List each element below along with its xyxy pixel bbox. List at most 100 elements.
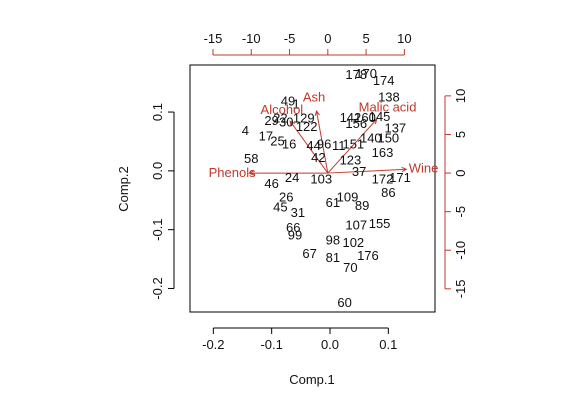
variable-label: Alcohol: [261, 102, 304, 117]
left-axis: -0.2 -0.1 0.0 0.1: [150, 103, 175, 300]
observation-label: 30: [279, 115, 293, 130]
top-tick-label: 10: [397, 31, 411, 46]
bottom-tick-label: 0.0: [321, 337, 339, 352]
observation-label: 25: [270, 133, 284, 148]
top-axis-ticks: -15 -10 -5 0 5 10: [204, 31, 412, 56]
observation-label: 140: [360, 131, 382, 146]
observation-label: 37: [352, 164, 366, 179]
x-axis-title: Comp.1: [289, 372, 335, 387]
observation-label: 89: [355, 198, 369, 213]
bottom-tick-label: 0.1: [379, 337, 397, 352]
bottom-axis-ticks: -0.2 -0.1 0.0 0.1: [202, 327, 397, 352]
variable-arrowhead: [371, 118, 378, 125]
observation-label: 98: [326, 232, 340, 247]
observation-label: 49: [281, 93, 295, 108]
right-tick-label: 10: [453, 89, 468, 103]
observation-label: 16: [282, 136, 296, 151]
observation-label: 11: [332, 138, 346, 153]
variable-arrowhead: [248, 170, 255, 176]
right-tick-label: 5: [453, 131, 468, 138]
variable-arrowhead: [314, 109, 320, 116]
left-axis-ticks: -0.2 -0.1 0.0 0.1: [150, 103, 175, 300]
left-tick-label: 0.1: [150, 103, 165, 121]
observation-label: 172: [372, 172, 394, 187]
variable-arrowhead: [401, 166, 408, 173]
top-tick-label: -10: [242, 31, 261, 46]
observation-label: 137: [384, 121, 406, 136]
observation-label: 178: [345, 67, 367, 82]
observation-label: 150: [377, 131, 399, 146]
observation-label: 99: [288, 228, 302, 243]
plot-frame: [189, 64, 436, 313]
observation-label: 86: [381, 185, 395, 200]
right-tick-label: -10: [453, 241, 468, 260]
variable-label: Wine: [409, 160, 439, 175]
top-tick-label: -5: [284, 31, 296, 46]
bottom-tick-label: -0.2: [202, 337, 224, 352]
top-tick-label: 5: [362, 31, 369, 46]
observation-label: 176: [357, 248, 379, 263]
observation-label: 156: [345, 116, 367, 131]
observation-label: 31: [291, 205, 305, 220]
observation-label: 58: [244, 151, 258, 166]
observation-label: 155: [369, 216, 391, 231]
variable-arrowhead: [289, 120, 295, 127]
observation-label: 17: [259, 129, 273, 144]
observation-label: 163: [372, 145, 394, 160]
variable-arrow: [289, 120, 329, 174]
y-axis-title: Comp.2: [116, 166, 131, 212]
observation-label: 66: [286, 220, 300, 235]
right-tick-label: -5: [453, 206, 468, 218]
observation-label: 1: [293, 96, 300, 111]
observation-label: 142: [340, 110, 362, 125]
left-tick-label: -0.1: [150, 218, 165, 240]
left-tick-label: -0.2: [150, 277, 165, 299]
observation-label: 4: [242, 123, 249, 138]
observation-label: 81: [326, 250, 340, 265]
bottom-axis: -0.2 -0.1 0.0 0.1: [202, 327, 397, 352]
observation-label: 160: [354, 110, 376, 125]
observation-label: 123: [340, 152, 362, 167]
observation-label: 60: [337, 295, 351, 310]
observation-label: 102: [342, 235, 364, 250]
observation-label: 170: [355, 66, 377, 81]
observation-label: 22: [273, 111, 287, 126]
variable-arrow: [316, 110, 329, 174]
variable-label: Malic acid: [359, 99, 417, 114]
observation-label: 42: [311, 150, 325, 165]
observation-label: 107: [345, 218, 367, 233]
observation-label: 96: [317, 136, 331, 151]
right-axis: -15 -10 -5 0 5 10: [444, 89, 468, 298]
observation-label: 103: [310, 172, 332, 187]
observation-label: 122: [296, 119, 318, 134]
observation-label: 26: [279, 189, 293, 204]
observation-label: 29: [264, 113, 278, 128]
observation-label: 24: [285, 170, 299, 185]
variable-arrow: [327, 168, 407, 174]
top-tick-label: 0: [324, 31, 331, 46]
observation-label: 145: [369, 109, 391, 124]
bottom-tick-label: -0.1: [260, 337, 282, 352]
observation-label: 138: [378, 89, 400, 104]
variable-arrows: [248, 109, 408, 176]
top-axis: -15 -10 -5 0 5 10: [204, 31, 412, 56]
top-tick-label: -15: [204, 31, 223, 46]
variable-label: Ash: [303, 89, 325, 104]
observation-label: 171: [389, 170, 411, 185]
observation-label: 44: [306, 138, 320, 153]
observation-label: 61: [326, 195, 340, 210]
right-tick-label: 0: [453, 169, 468, 176]
left-tick-label: 0.0: [150, 162, 165, 180]
observation-label: 151: [342, 136, 364, 151]
observation-label: 67: [302, 246, 316, 261]
observation-label: 70: [343, 260, 357, 275]
variable-arrow: [327, 118, 378, 174]
right-tick-label: -15: [453, 279, 468, 298]
observation-label: 109: [337, 189, 359, 204]
observation-label: 129: [293, 111, 315, 126]
observation-label: 45: [273, 199, 287, 214]
right-axis-ticks: -15 -10 -5 0 5 10: [444, 89, 468, 298]
